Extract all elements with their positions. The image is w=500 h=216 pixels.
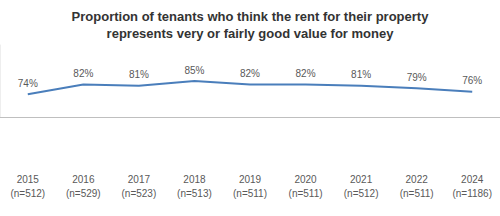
svg-text:(n=512): (n=512) [344, 188, 379, 199]
svg-text:(n=511): (n=511) [233, 188, 267, 199]
svg-text:(n=523): (n=523) [122, 188, 157, 199]
svg-text:Proportion of tenants who thin: Proportion of tenants who think the rent… [72, 9, 430, 24]
svg-text:(n=511): (n=511) [400, 188, 434, 199]
svg-text:2021: 2021 [350, 174, 373, 185]
svg-text:(n=513): (n=513) [177, 188, 212, 199]
svg-text:2024: 2024 [461, 174, 484, 185]
svg-text:2016: 2016 [72, 174, 95, 185]
svg-text:2018: 2018 [183, 174, 206, 185]
svg-text:2020: 2020 [294, 174, 317, 185]
svg-text:81%: 81% [351, 69, 371, 80]
svg-text:76%: 76% [462, 75, 482, 86]
svg-text:(n=529): (n=529) [66, 188, 101, 199]
svg-text:(n=1186): (n=1186) [452, 188, 492, 199]
svg-text:2019: 2019 [239, 174, 262, 185]
svg-text:(n=512): (n=512) [10, 188, 45, 199]
svg-text:represents very or fairly good: represents very or fairly good value for… [107, 26, 395, 41]
svg-text:(n=511): (n=511) [289, 188, 323, 199]
svg-text:82%: 82% [296, 68, 316, 79]
svg-text:2017: 2017 [128, 174, 151, 185]
svg-text:79%: 79% [407, 72, 427, 83]
svg-text:2022: 2022 [406, 174, 429, 185]
svg-text:82%: 82% [240, 68, 260, 79]
svg-text:85%: 85% [184, 65, 204, 76]
svg-text:81%: 81% [129, 69, 149, 80]
svg-text:74%: 74% [18, 78, 38, 89]
svg-text:82%: 82% [73, 68, 93, 79]
svg-text:2015: 2015 [17, 174, 40, 185]
